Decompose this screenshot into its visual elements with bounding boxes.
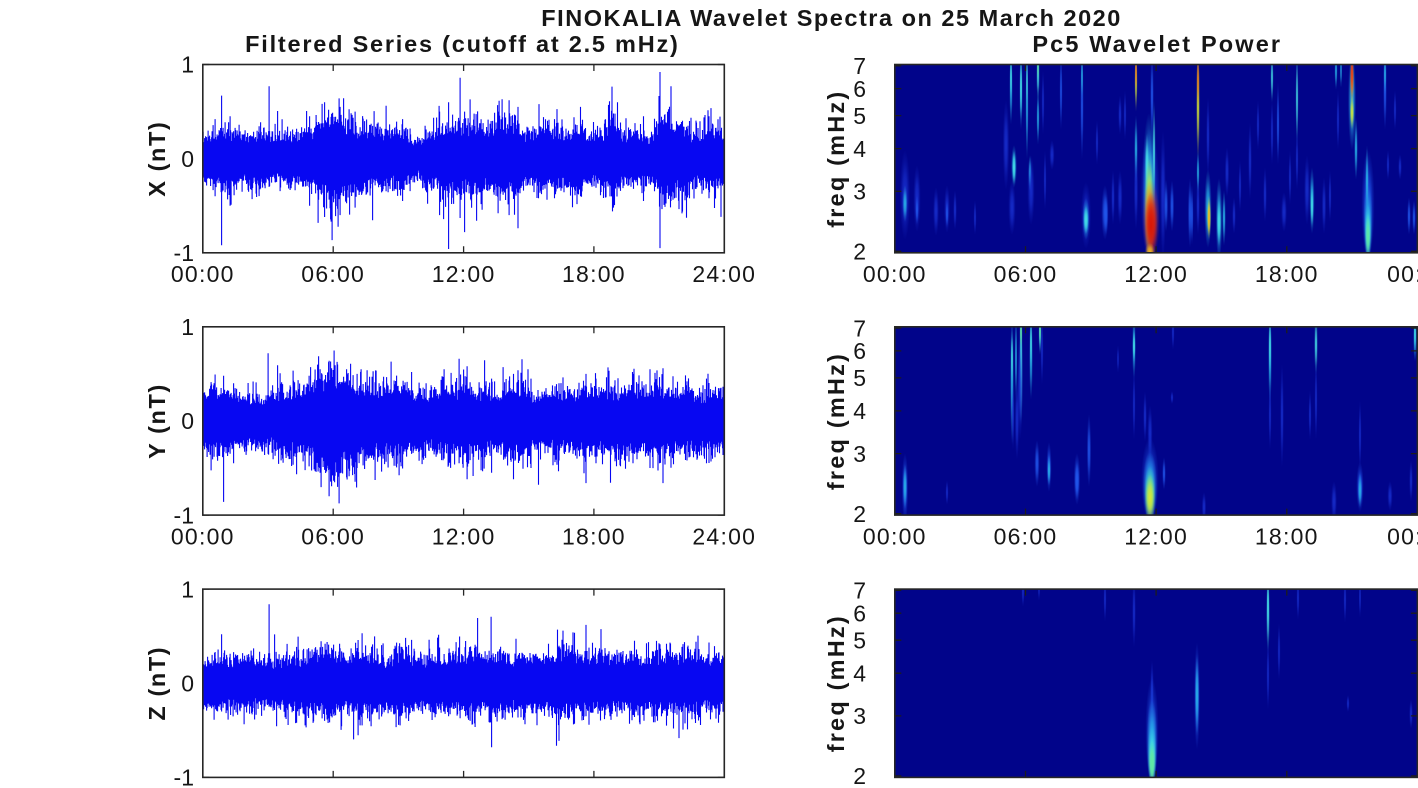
svg-text:0: 0	[181, 408, 194, 434]
svg-text:freq (mHz): freq (mHz)	[823, 352, 849, 490]
svg-text:freq (mHz): freq (mHz)	[823, 90, 849, 228]
svg-text:18:00: 18:00	[562, 523, 626, 549]
svg-text:00:00: 00:00	[1387, 523, 1418, 549]
svg-text:24:00: 24:00	[692, 261, 756, 287]
svg-text:1: 1	[181, 52, 194, 78]
svg-text:06:00: 06:00	[301, 523, 365, 549]
svg-text:3: 3	[853, 179, 866, 205]
svg-text:-1: -1	[174, 240, 194, 266]
svg-text:2: 2	[853, 763, 866, 788]
svg-text:X (nT): X (nT)	[144, 121, 170, 197]
svg-text:12:00: 12:00	[1124, 523, 1188, 549]
svg-text:06:00: 06:00	[301, 261, 365, 287]
svg-text:2: 2	[853, 501, 866, 527]
svg-text:freq (mHz): freq (mHz)	[823, 614, 849, 752]
svg-text:6: 6	[853, 76, 866, 102]
svg-text:7: 7	[853, 53, 866, 79]
svg-text:-1: -1	[174, 502, 194, 528]
svg-text:0: 0	[181, 146, 194, 172]
svg-text:1: 1	[181, 314, 194, 340]
svg-text:6: 6	[853, 338, 866, 364]
svg-text:4: 4	[853, 398, 866, 424]
svg-text:12:00: 12:00	[1124, 261, 1188, 287]
svg-text:18:00: 18:00	[1255, 261, 1319, 287]
svg-text:FINOKALIA Wavelet Spectra on 2: FINOKALIA Wavelet Spectra on 25 March 20…	[541, 5, 1122, 31]
svg-text:1: 1	[181, 576, 194, 602]
svg-text:5: 5	[853, 103, 866, 129]
svg-text:18:00: 18:00	[1255, 523, 1319, 549]
svg-text:Y (nT): Y (nT)	[144, 383, 170, 459]
svg-text:12:00: 12:00	[432, 261, 496, 287]
svg-text:00:00: 00:00	[863, 523, 927, 549]
svg-text:6: 6	[853, 600, 866, 626]
svg-text:5: 5	[853, 627, 866, 653]
svg-text:00:00: 00:00	[171, 523, 235, 549]
svg-text:00:00: 00:00	[863, 261, 927, 287]
svg-text:00:00: 00:00	[1387, 261, 1418, 287]
svg-text:00:00: 00:00	[171, 261, 235, 287]
svg-text:18:00: 18:00	[562, 261, 626, 287]
svg-text:24:00: 24:00	[692, 523, 756, 549]
svg-text:7: 7	[853, 578, 866, 604]
svg-text:Pc5 Wavelet Power: Pc5 Wavelet Power	[1032, 31, 1282, 57]
svg-text:12:00: 12:00	[432, 523, 496, 549]
svg-text:3: 3	[853, 441, 866, 467]
svg-text:4: 4	[853, 136, 866, 162]
svg-text:0: 0	[181, 671, 194, 697]
svg-text:2: 2	[853, 239, 866, 265]
svg-text:Z (nT): Z (nT)	[144, 646, 170, 721]
svg-text:7: 7	[853, 315, 866, 341]
svg-text:3: 3	[853, 703, 866, 729]
svg-text:-1: -1	[174, 765, 194, 788]
svg-text:06:00: 06:00	[994, 523, 1058, 549]
svg-text:Filtered Series (cutoff at 2.5: Filtered Series (cutoff at 2.5 mHz)	[245, 31, 679, 57]
svg-text:06:00: 06:00	[994, 261, 1058, 287]
svg-text:4: 4	[853, 660, 866, 686]
svg-text:5: 5	[853, 365, 866, 391]
